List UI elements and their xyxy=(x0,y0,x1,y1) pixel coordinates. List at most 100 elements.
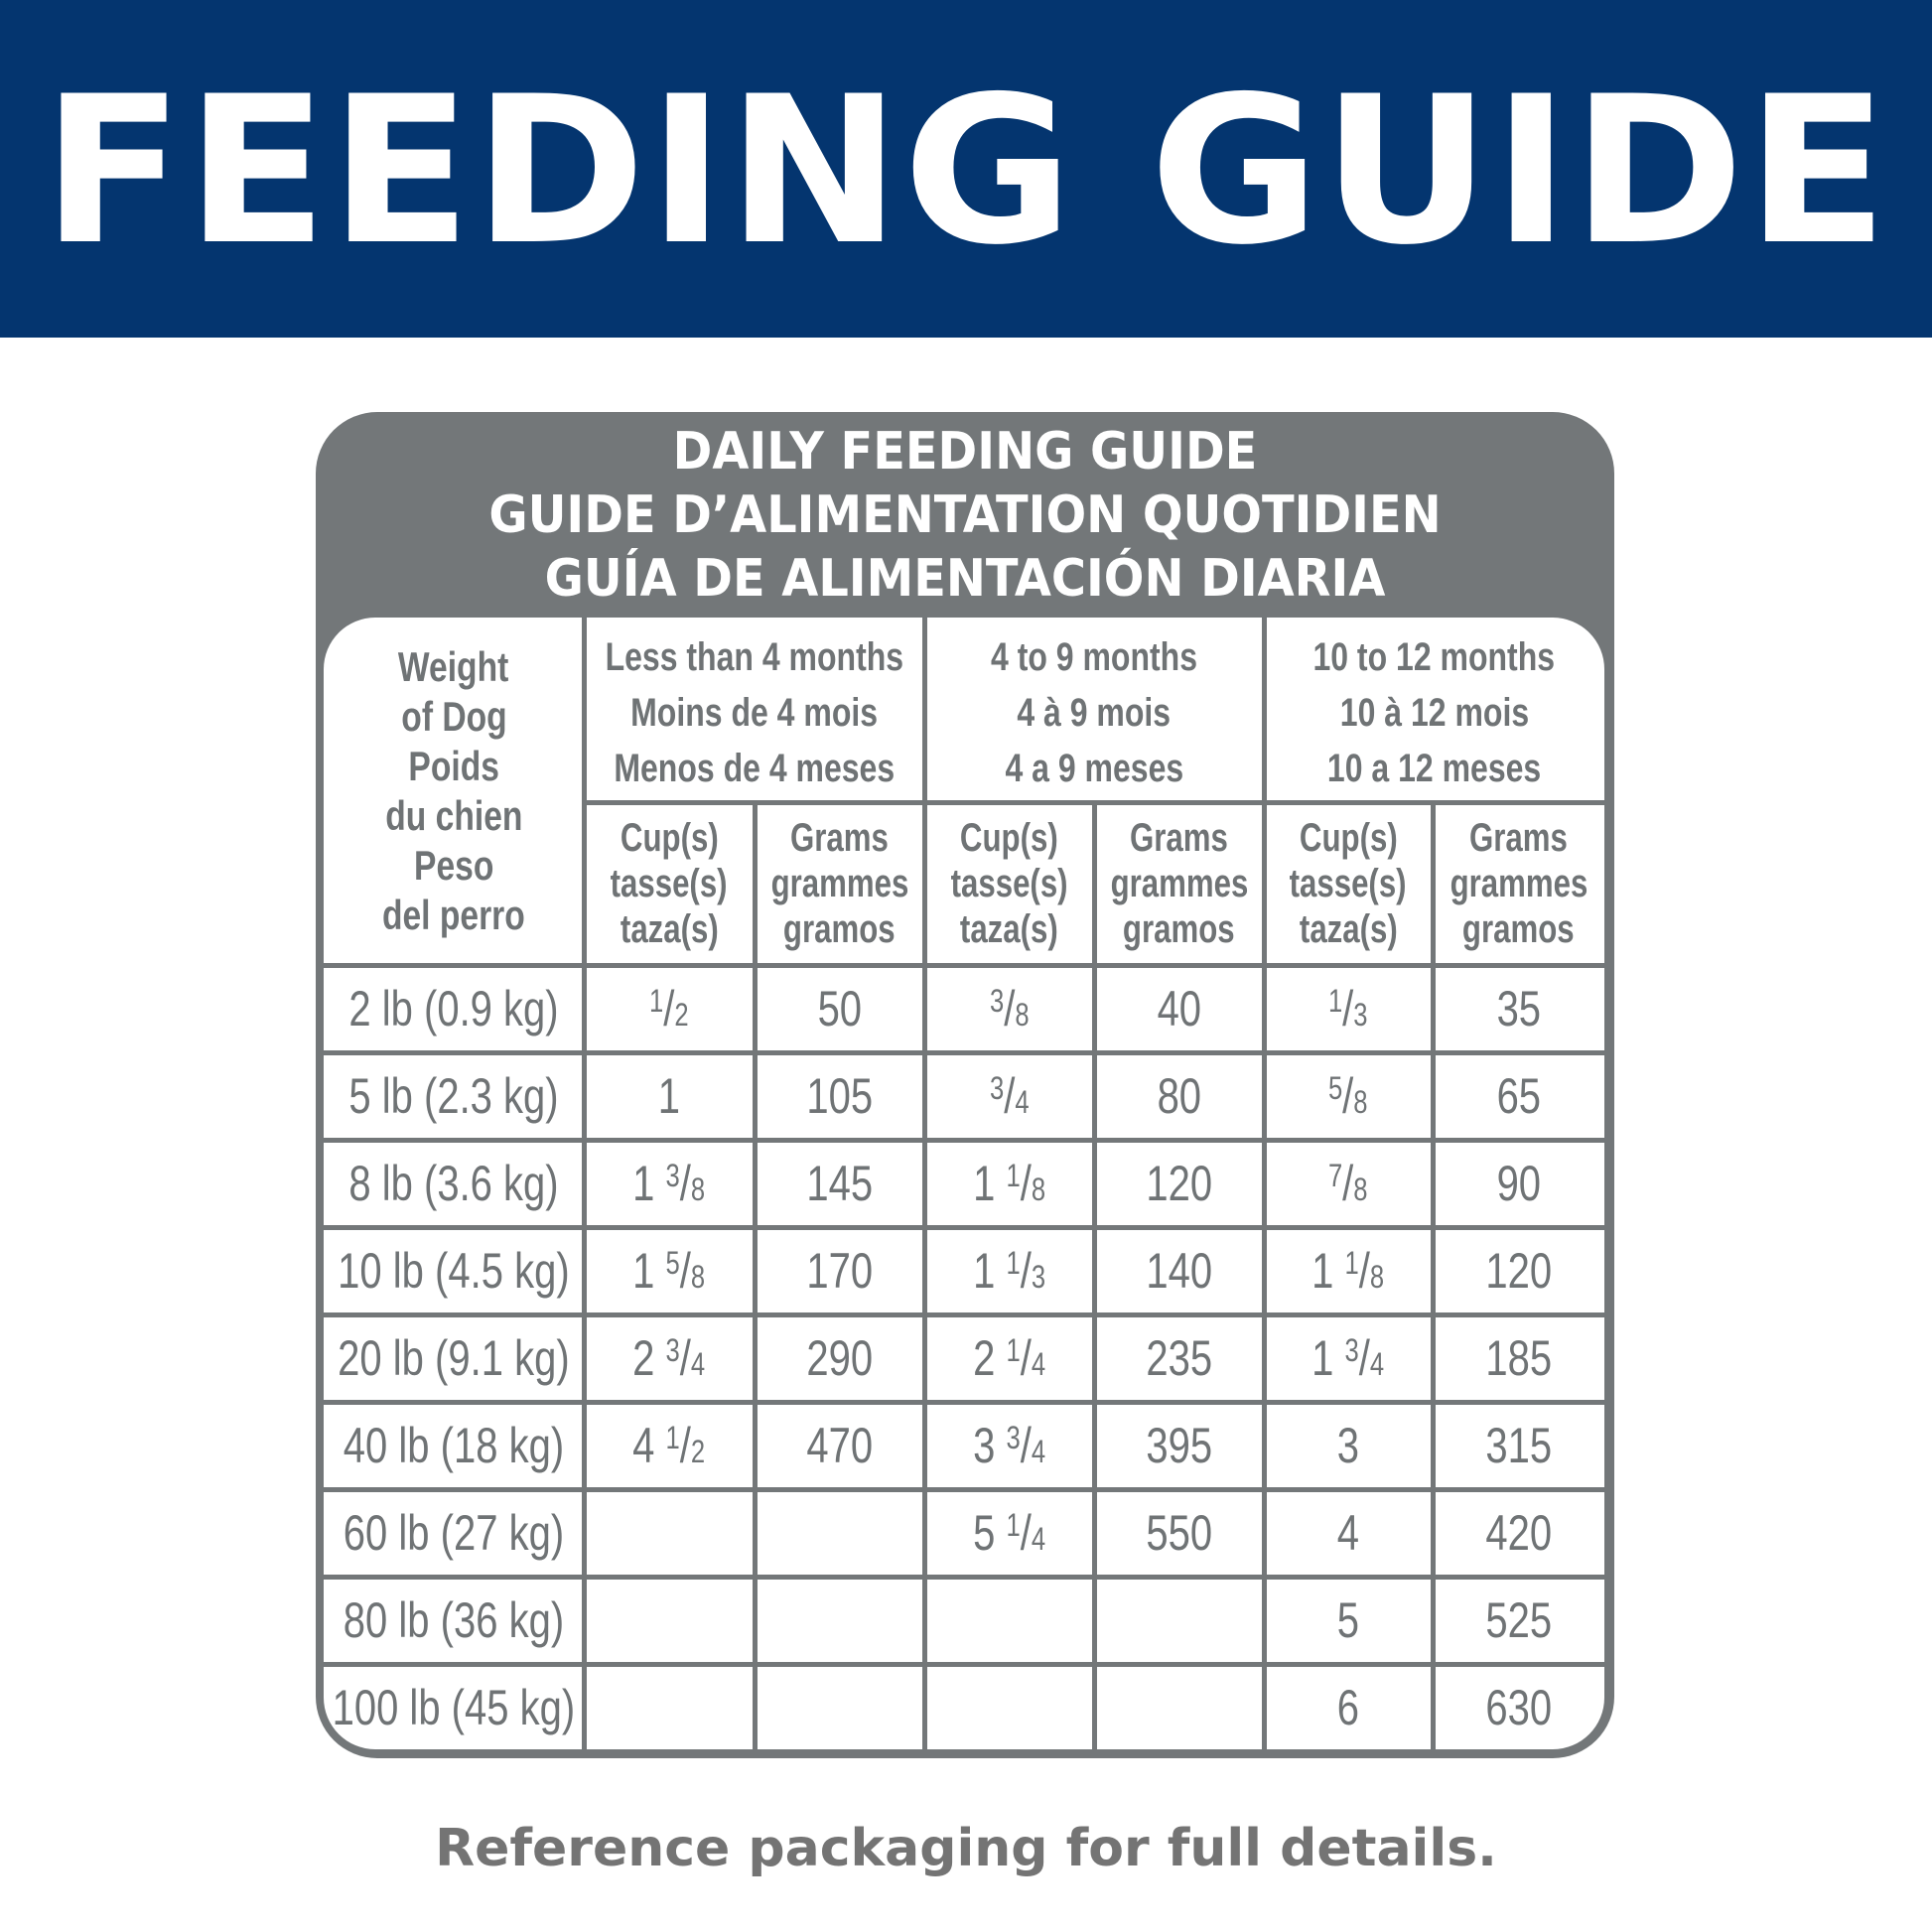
cups-cell: 3 3/4 xyxy=(924,1402,1094,1489)
cups-value: 5 1/4 xyxy=(973,1505,1045,1561)
grams-value: 290 xyxy=(806,1330,873,1386)
cups-cell: 1 3/8 xyxy=(584,1140,755,1227)
cups-cell: 7/8 xyxy=(1264,1140,1433,1227)
grid-hline xyxy=(324,1487,1604,1492)
grams-cell: 35 xyxy=(1433,965,1604,1052)
grid-hline xyxy=(584,800,1604,805)
grams-cell: 140 xyxy=(1094,1227,1264,1314)
unit-label: taza(s) xyxy=(620,907,719,951)
unit-label: gramos xyxy=(1462,907,1575,951)
cups-cell: 5 1/4 xyxy=(924,1489,1094,1577)
weight-header-line: del perro xyxy=(382,892,525,938)
cups-cell: 6 xyxy=(1264,1664,1433,1749)
grid-hline xyxy=(324,1312,1604,1317)
header-banner: FEEDING GUIDE xyxy=(0,0,1932,338)
unit-label: tasse(s) xyxy=(611,862,728,905)
cups-cell: 5/8 xyxy=(1264,1052,1433,1140)
grams-value: 120 xyxy=(1485,1243,1552,1299)
weight-cell: 80 lb (36 kg) xyxy=(324,1577,584,1664)
unit-label: grammes xyxy=(1110,862,1248,905)
grams-unit-header: Grams grammes gramos xyxy=(755,802,924,965)
grams-cell: 145 xyxy=(755,1140,924,1227)
grams-cell xyxy=(755,1489,924,1577)
grams-value: 65 xyxy=(1496,1068,1541,1124)
weight-value: 40 lb (18 kg) xyxy=(343,1418,565,1473)
grams-unit-header: Grams grammes gramos xyxy=(1433,802,1604,965)
grid-hline xyxy=(324,1400,1604,1405)
unit-label: Grams xyxy=(790,816,889,860)
weight-value: 8 lb (3.6 kg) xyxy=(348,1156,559,1211)
unit-label: Cup(s) xyxy=(1299,816,1398,860)
cups-cell: 3/4 xyxy=(924,1052,1094,1140)
grid-hline xyxy=(324,1138,1604,1143)
grams-value: 315 xyxy=(1485,1418,1552,1473)
grams-value: 140 xyxy=(1146,1243,1212,1299)
cups-value: 5 xyxy=(1336,1592,1360,1648)
grams-value: 120 xyxy=(1146,1156,1212,1211)
cups-cell: 1 3/4 xyxy=(1264,1314,1433,1402)
grams-cell: 170 xyxy=(755,1227,924,1314)
weight-cell: 60 lb (27 kg) xyxy=(324,1489,584,1577)
age-group-label: 10 a 12 meses xyxy=(1326,747,1542,790)
panel-title-fr: GUIDE D’ALIMENTATION QUOTIDIEN xyxy=(488,485,1442,545)
grams-value: 185 xyxy=(1485,1330,1552,1386)
weight-value: 80 lb (36 kg) xyxy=(343,1592,565,1648)
cups-value: 5/8 xyxy=(1328,1068,1368,1124)
grid-vline xyxy=(582,618,587,1749)
cups-value: 1 1/8 xyxy=(973,1156,1045,1211)
grams-value: 235 xyxy=(1146,1330,1212,1386)
weight-value: 20 lb (9.1 kg) xyxy=(338,1330,570,1386)
cups-cell xyxy=(924,1664,1094,1749)
unit-label: tasse(s) xyxy=(950,862,1068,905)
weight-header-line: Weight xyxy=(398,643,509,690)
grams-unit-header: Grams grammes gramos xyxy=(1094,802,1264,965)
grams-cell: 550 xyxy=(1094,1489,1264,1577)
cups-value: 3 3/4 xyxy=(973,1418,1045,1473)
grams-value: 395 xyxy=(1146,1418,1212,1473)
grams-cell: 420 xyxy=(1433,1489,1604,1577)
grams-cell: 315 xyxy=(1433,1402,1604,1489)
cups-value: 1 1/8 xyxy=(1311,1243,1385,1299)
weight-cell: 40 lb (18 kg) xyxy=(324,1402,584,1489)
weight-header: Weight of Dog Poids du chien Peso del perro xyxy=(324,618,584,965)
grid-vline xyxy=(922,618,927,1749)
unit-label: Cup(s) xyxy=(960,816,1058,860)
cups-value: 6 xyxy=(1336,1680,1360,1735)
age-group-label: Less than 4 months xyxy=(605,635,903,679)
weight-header-line: Peso xyxy=(413,842,494,889)
grid-vline xyxy=(753,802,758,1749)
cups-cell: 4 1/2 xyxy=(584,1402,755,1489)
grams-value: 35 xyxy=(1496,981,1541,1036)
cups-value: 1/3 xyxy=(1328,981,1368,1036)
cups-value: 1 3/8 xyxy=(632,1156,706,1211)
cups-cell: 4 xyxy=(1264,1489,1433,1577)
grams-cell: 525 xyxy=(1433,1577,1604,1664)
grams-cell xyxy=(755,1577,924,1664)
weight-cell: 2 lb (0.9 kg) xyxy=(324,965,584,1052)
grams-value: 630 xyxy=(1485,1680,1552,1735)
feeding-table: Weight of Dog Poids du chien Peso del perro Le… xyxy=(324,618,1604,1749)
grid-vline xyxy=(1262,618,1267,1749)
cups-value: 2 3/4 xyxy=(632,1330,706,1386)
age-group-label: Menos de 4 meses xyxy=(614,747,895,790)
grams-cell: 290 xyxy=(755,1314,924,1402)
grams-cell xyxy=(1094,1577,1264,1664)
cups-value: 1 5/8 xyxy=(632,1243,706,1299)
cups-value: 2 1/4 xyxy=(973,1330,1045,1386)
cups-value: 4 xyxy=(1336,1505,1360,1561)
grid-hline xyxy=(324,1050,1604,1055)
grams-value: 80 xyxy=(1157,1068,1201,1124)
grams-value: 170 xyxy=(806,1243,873,1299)
cups-cell: 1 1/8 xyxy=(924,1140,1094,1227)
cups-value: 3/4 xyxy=(989,1068,1030,1124)
cups-value: 3/8 xyxy=(989,981,1030,1036)
unit-label: grammes xyxy=(1449,862,1587,905)
weight-cell: 5 lb (2.3 kg) xyxy=(324,1052,584,1140)
grams-value: 105 xyxy=(806,1068,873,1124)
age-group-label: 4 to 9 months xyxy=(990,635,1198,679)
grams-value: 525 xyxy=(1485,1592,1552,1648)
age-group-header: Less than 4 months Moins de 4 mois Menos d… xyxy=(584,618,924,802)
grams-cell: 90 xyxy=(1433,1140,1604,1227)
weight-cell: 20 lb (9.1 kg) xyxy=(324,1314,584,1402)
grams-cell: 40 xyxy=(1094,965,1264,1052)
